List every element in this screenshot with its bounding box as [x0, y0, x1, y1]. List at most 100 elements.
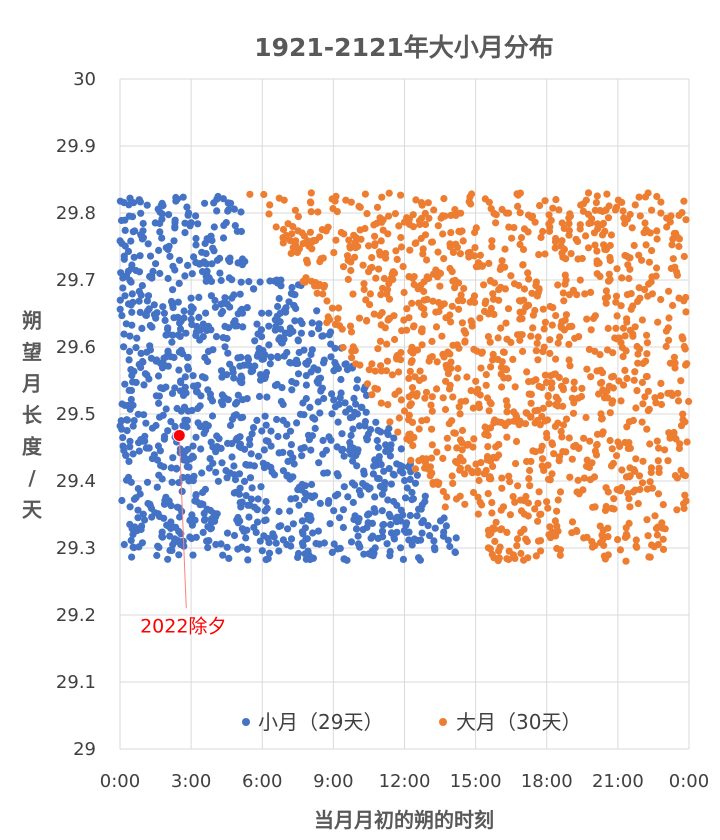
- point-big-month: [503, 555, 511, 563]
- point-big-month: [538, 455, 547, 463]
- point-big-month: [405, 374, 413, 382]
- point-small-month: [251, 337, 259, 345]
- point-small-month: [238, 543, 246, 551]
- point-small-month: [200, 429, 208, 437]
- y-tick-label: 29.8: [56, 203, 96, 224]
- point-big-month: [307, 189, 315, 197]
- point-big-month: [451, 206, 459, 214]
- point-big-month: [534, 537, 543, 545]
- x-tick-label: 21:00: [592, 771, 644, 792]
- point-small-month: [128, 321, 136, 329]
- point-big-month: [570, 378, 578, 386]
- point-big-month: [428, 454, 436, 462]
- point-big-month: [391, 390, 399, 398]
- point-small-month: [260, 446, 268, 454]
- point-small-month: [292, 359, 300, 368]
- point-big-month: [514, 191, 522, 199]
- point-big-month: [447, 211, 455, 219]
- point-small-month: [275, 335, 283, 343]
- point-small-month: [121, 226, 129, 234]
- point-big-month: [279, 225, 288, 234]
- point-small-month: [244, 354, 252, 362]
- point-small-month: [134, 514, 142, 522]
- point-small-month: [189, 372, 197, 380]
- point-small-month: [440, 514, 448, 522]
- point-big-month: [441, 503, 449, 511]
- point-small-month: [235, 470, 244, 478]
- point-small-month: [275, 507, 283, 516]
- point-small-month: [343, 556, 351, 564]
- point-small-month: [390, 434, 398, 442]
- point-small-month: [225, 554, 233, 563]
- point-small-month: [264, 534, 272, 543]
- point-big-month: [308, 245, 316, 253]
- point-big-month: [443, 493, 451, 501]
- point-small-month: [223, 543, 231, 551]
- point-small-month: [300, 444, 308, 452]
- point-small-month: [250, 285, 258, 293]
- point-small-month: [169, 286, 177, 294]
- point-big-month: [657, 392, 665, 400]
- point-small-month: [426, 532, 434, 540]
- point-big-month: [643, 516, 651, 524]
- point-big-month: [664, 389, 672, 397]
- point-small-month: [126, 503, 134, 511]
- point-small-month: [293, 419, 301, 427]
- point-small-month: [142, 311, 150, 320]
- point-small-month: [160, 432, 169, 440]
- point-small-month: [265, 322, 273, 330]
- point-big-month: [599, 219, 608, 227]
- point-small-month: [245, 278, 253, 286]
- point-big-month: [351, 239, 359, 247]
- point-big-month: [486, 338, 494, 346]
- point-big-month: [618, 343, 626, 352]
- point-big-month: [456, 410, 464, 418]
- point-big-month: [428, 441, 436, 449]
- point-small-month: [178, 507, 186, 515]
- point-big-month: [643, 350, 651, 358]
- point-small-month: [168, 338, 176, 346]
- point-big-month: [659, 501, 667, 509]
- point-big-month: [548, 379, 556, 387]
- point-small-month: [397, 517, 405, 525]
- point-big-month: [311, 282, 319, 290]
- point-small-month: [161, 316, 169, 324]
- point-big-month: [469, 404, 477, 412]
- point-big-month: [539, 404, 547, 412]
- point-small-month: [187, 294, 195, 302]
- point-big-month: [418, 341, 426, 349]
- point-big-month: [397, 191, 405, 199]
- point-big-month: [613, 312, 621, 320]
- point-small-month: [265, 549, 274, 557]
- point-big-month: [400, 218, 409, 226]
- point-small-month: [402, 521, 410, 529]
- point-small-month: [430, 537, 438, 545]
- point-small-month: [424, 522, 432, 530]
- point-big-month: [504, 305, 513, 313]
- point-big-month: [492, 443, 500, 451]
- point-small-month: [358, 403, 366, 411]
- point-big-month: [374, 345, 382, 353]
- point-big-month: [598, 369, 607, 377]
- point-small-month: [258, 333, 266, 341]
- point-big-month: [410, 433, 418, 441]
- point-small-month: [382, 441, 390, 449]
- point-small-month: [337, 375, 345, 384]
- point-big-month: [357, 235, 365, 243]
- point-big-month: [682, 308, 690, 316]
- point-big-month: [666, 434, 674, 442]
- point-small-month: [129, 228, 137, 236]
- point-small-month: [165, 211, 173, 219]
- point-small-month: [200, 509, 208, 517]
- point-big-month: [554, 496, 562, 504]
- point-small-month: [181, 373, 189, 381]
- point-small-month: [155, 543, 163, 552]
- point-small-month: [207, 515, 216, 523]
- point-small-month: [162, 493, 170, 501]
- point-big-month: [428, 393, 436, 401]
- point-big-month: [344, 256, 352, 264]
- point-small-month: [146, 252, 155, 260]
- point-big-month: [576, 276, 584, 284]
- point-small-month: [237, 227, 245, 236]
